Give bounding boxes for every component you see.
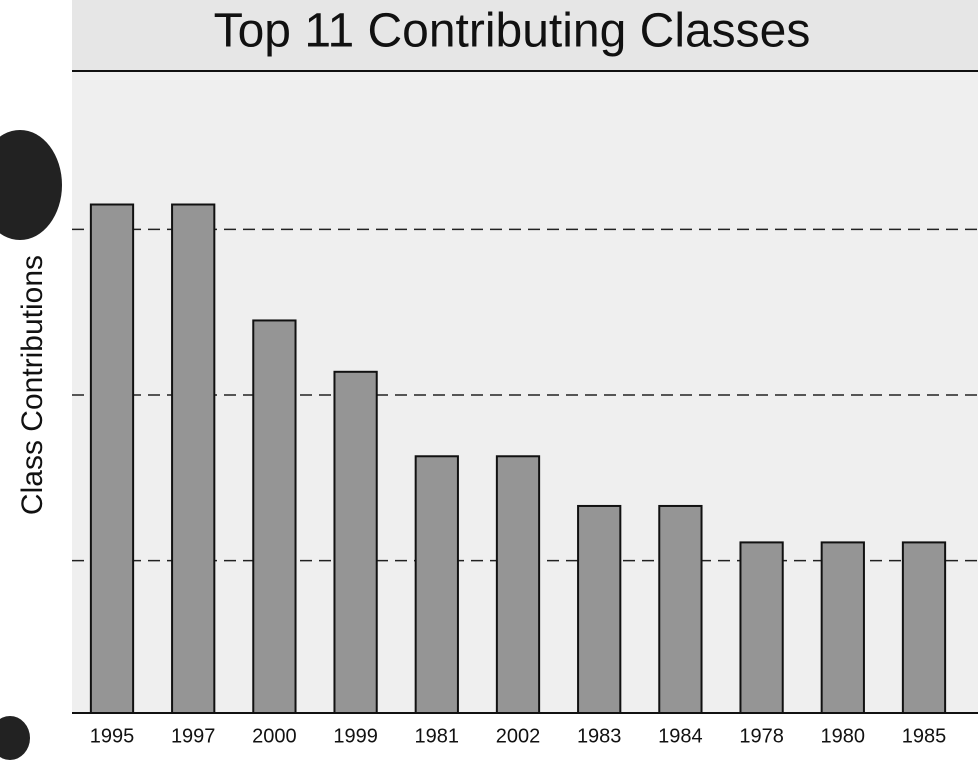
bar [901,541,947,715]
x-tick-label: 1983 [577,725,622,747]
bar [495,455,541,714]
bar [89,203,135,714]
x-tick-label: 1978 [739,725,784,747]
x-tick-label: 2002 [496,725,541,747]
bar [820,541,865,715]
bar [414,455,459,714]
bar [739,541,784,715]
chart-title: Top 11 Contributing Classes [214,5,811,58]
bar [658,504,703,714]
x-tick-label: 1985 [902,725,947,747]
decoration [0,716,30,760]
x-tick-label: 2000 [252,725,297,747]
bar [171,203,216,714]
bar [333,370,378,714]
x-tick-label: 1997 [171,725,216,747]
y-axis-label: Class Contributions [16,255,49,515]
bar [577,504,622,714]
x-tick-label: 1984 [658,725,703,747]
x-tick-label: 1995 [90,725,135,747]
x-tick-label: 1980 [821,725,866,747]
bar [252,319,297,714]
x-tick-label: 1999 [333,725,378,747]
x-tick-label: 1981 [415,725,460,747]
decoration [0,130,62,240]
title-band [72,0,978,72]
